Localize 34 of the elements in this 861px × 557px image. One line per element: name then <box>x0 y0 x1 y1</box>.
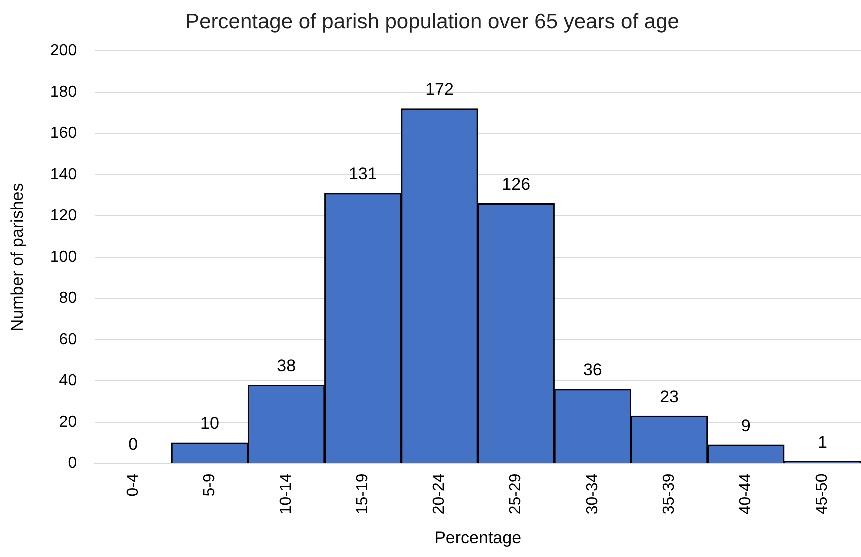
x-axis-title: Percentage <box>434 528 522 548</box>
y-tick-label: 160 <box>50 125 78 142</box>
data-label: 126 <box>502 175 531 194</box>
x-tick-label: 15-19 <box>354 474 372 515</box>
y-axis-title: Number of parishes <box>8 183 27 332</box>
x-tick-label: 20-24 <box>431 474 448 515</box>
x-tick-label: 35-39 <box>660 474 678 515</box>
x-tick-label: 40-44 <box>738 474 755 515</box>
x-tick-label: 45-50 <box>814 474 832 515</box>
data-label: 131 <box>348 164 378 184</box>
y-tick-label: 80 <box>59 290 78 308</box>
x-tick-label: 0-4 <box>124 474 142 497</box>
x-tick-label: 25-29 <box>508 474 525 515</box>
x-tick-label: 5-9 <box>201 474 218 497</box>
y-tick-label: 20 <box>59 414 78 431</box>
data-label: 0 <box>128 434 138 454</box>
y-tick-label: 200 <box>50 42 78 60</box>
y-tick-label: 140 <box>50 166 78 184</box>
y-tick-label: 60 <box>59 331 78 348</box>
data-label: 172 <box>426 80 454 100</box>
y-tick-label: 120 <box>50 208 78 225</box>
data-label: 10 <box>200 414 220 434</box>
data-label: 9 <box>741 416 751 436</box>
data-label: 23 <box>660 387 679 406</box>
y-tick-label: 180 <box>50 84 78 101</box>
data-label: 36 <box>583 360 602 380</box>
y-tick-label: 40 <box>59 372 78 390</box>
data-label: 38 <box>277 356 296 376</box>
y-tick-label: 100 <box>50 248 78 266</box>
data-label: 1 <box>818 432 828 452</box>
x-tick-label: 30-34 <box>584 474 602 515</box>
x-tick-label: 10-14 <box>278 474 295 515</box>
chart-title: Percentage of parish population over 65 years of age <box>186 10 680 34</box>
y-tick-label: 0 <box>68 455 78 472</box>
